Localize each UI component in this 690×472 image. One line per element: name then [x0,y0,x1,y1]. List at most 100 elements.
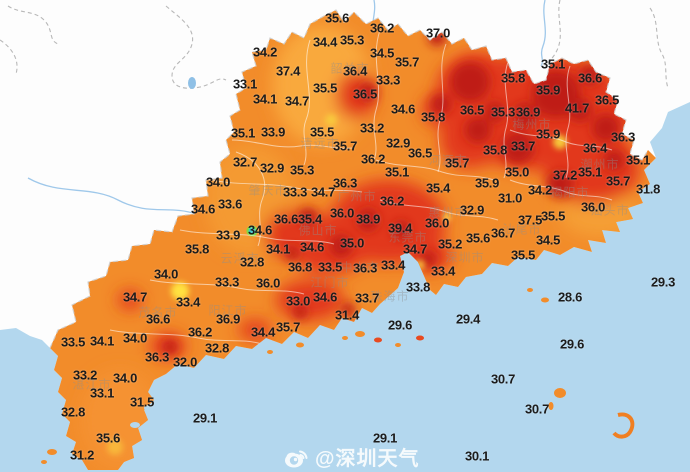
temperature-reading: 35.0 [504,164,530,180]
temperature-reading: 35.8 [184,241,210,257]
temperature-reading: 35.3 [289,162,315,178]
temperature-reading: 35.8 [500,70,526,86]
temperature-reading: 33.7 [354,290,380,306]
city-name-label: 湛江市 [72,377,112,392]
temperature-reading: 32.9 [459,202,485,218]
temperature-reading: 34.7 [310,184,336,200]
temperature-reading: 33.2 [72,367,98,383]
temperature-reading: 38.9 [355,211,381,227]
temperature-reading: 34.4 [250,324,276,340]
temperature-reading: 36.3 [610,129,636,145]
temperature-reading: 35.1 [625,152,651,168]
temperature-reading: 41.7 [564,100,590,116]
temperature-reading: 32.8 [239,254,265,270]
watermark: @深圳天气 [284,442,420,471]
temperature-reading: 33.4 [380,257,406,273]
temperature-reading: 35.1 [384,164,410,180]
temperature-reading: 29.1 [192,410,218,426]
cool-spots [107,114,567,455]
temperature-reading: 35.0 [339,235,365,251]
temperature-reading: 35.6 [324,10,350,26]
city-name-label: 汕尾市 [502,222,542,237]
temperature-reading: 36.5 [407,145,433,161]
temperature-reading: 29.3 [650,274,676,290]
city-name-label: 广州市 [337,189,377,204]
temperature-reading: 34.5 [369,45,395,61]
temperature-reading: 33.3 [214,274,240,290]
lake [188,77,196,89]
temperature-reading: 31.2 [69,447,95,463]
temperature-reading: 35.7 [605,173,631,189]
heat-blobs-extreme [163,28,624,354]
city-name-label: 河源市 [428,153,468,168]
temperature-reading: 35.1 [230,125,256,141]
temperature-reading: 33.3 [375,72,401,88]
temperature-reading: 35.9 [474,175,500,191]
temperature-reading: 35.6 [95,430,121,446]
temperature-reading: 33.3 [282,184,308,200]
temperature-reading: 33.8 [405,279,431,295]
temperature-reading: 34.6 [390,101,416,117]
temperature-reading: 35.7 [394,54,420,70]
temperature-reading: 36.4 [342,63,368,79]
city-name-label: 惠州市 [428,205,468,220]
temperature-reading: 32.8 [60,404,86,420]
city-name-label: 揭阳市 [550,185,590,200]
temperature-reading: 33.6 [217,196,243,212]
city-name-label: 茂名市 [138,305,178,320]
temperature-reading: 32.8 [204,340,230,356]
temperature-reading: 33.9 [260,124,286,140]
temperature-reading: 33.1 [232,76,258,92]
temperature-reading: 34.6 [190,201,216,217]
temperature-reading: 34.0 [112,370,138,386]
temperature-reading: 36.4 [582,140,608,156]
temperature-reading: 34.5 [535,232,561,248]
temperature-reading: 37.5 [517,212,543,228]
temperature-reading: 36.9 [515,104,541,120]
temperature-reading: 36.0 [424,215,450,231]
city-name-label: 汕头市 [590,203,630,218]
watermark-handle: @深圳天气 [315,448,420,470]
temperature-reading: 36.6 [145,311,171,327]
temperature-reading: 34.1 [89,333,115,349]
temperature-reading: 34.0 [153,266,179,282]
temperature-reading: 37.2 [552,167,578,183]
temperature-reading: 35.8 [420,109,446,125]
temperature-reading: 36.2 [360,151,386,167]
temperature-reading: 33.9 [215,227,241,243]
temperature-reading: 35.2 [437,236,463,252]
temperature-reading: 36.6 [273,211,299,227]
temperature-reading: 34.0 [205,174,231,190]
cool-station-dot [248,227,256,235]
temperature-reading: 36.5 [459,102,485,118]
temperature-reading: 36.0 [255,275,281,291]
temperature-reading: 36.2 [187,324,213,340]
temperature-reading: 28.6 [557,289,583,305]
temperature-reading: 29.6 [559,336,585,352]
temperature-reading: 29.6 [387,317,413,333]
temperature-reading: 33.2 [359,120,385,136]
temperature-reading: 34.2 [252,44,278,60]
temperature-reading: 33.7 [510,138,536,154]
city-name-label: 肇庆市 [248,183,288,198]
temperature-reading: 36.2 [369,20,395,36]
temperature-reading: 35.6 [465,230,491,246]
temperature-reading: 36.3 [144,349,170,365]
city-name-label: 中山市 [340,260,380,275]
temperature-reading: 33.4 [175,294,201,310]
temperature-reading: 35.8 [482,142,508,158]
temperature-reading: 35.5 [309,124,335,140]
temperature-reading: 34.1 [265,241,291,257]
temperature-reading: 31.4 [334,307,360,323]
city-name-label: 阳江市 [208,303,248,318]
temperature-reading: 29.1 [372,430,398,446]
temperature-reading: 35.3 [490,104,516,120]
temperature-reading: 32.9 [259,160,285,176]
temperature-reading: 31.5 [129,394,155,410]
temperature-reading: 35.7 [332,138,358,154]
temperature-reading: 29.4 [455,311,481,327]
temperature-reading: 33.5 [60,334,86,350]
